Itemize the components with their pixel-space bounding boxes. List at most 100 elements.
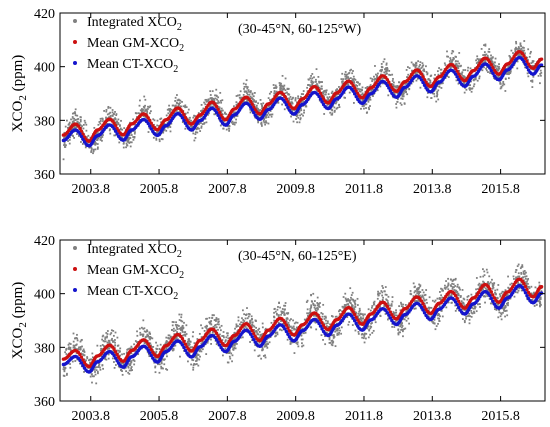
scatter-point bbox=[377, 294, 380, 297]
scatter-point bbox=[494, 61, 496, 64]
scatter-point bbox=[224, 111, 226, 114]
scatter-point bbox=[157, 357, 160, 360]
scatter-point bbox=[478, 303, 481, 305]
scatter-point bbox=[265, 121, 268, 124]
scatter-point bbox=[98, 121, 101, 123]
scatter-point bbox=[367, 91, 370, 94]
scatter-point bbox=[172, 104, 175, 107]
scatter-point bbox=[340, 332, 343, 335]
scatter-point bbox=[396, 98, 399, 101]
scatter-point bbox=[501, 84, 504, 87]
scatter-point bbox=[117, 349, 120, 352]
scatter-point bbox=[132, 136, 135, 138]
x-tick-label: 2005.8 bbox=[140, 182, 179, 197]
scatter-point bbox=[274, 332, 277, 335]
scatter-point bbox=[462, 77, 465, 79]
scatter-point bbox=[506, 314, 509, 317]
scatter-point bbox=[290, 98, 293, 101]
scatter-point bbox=[304, 105, 307, 108]
scatter-point bbox=[524, 277, 527, 280]
scatter-point bbox=[210, 343, 212, 345]
scatter-point bbox=[273, 92, 276, 95]
scatter-point bbox=[451, 288, 454, 290]
scatter-point bbox=[353, 81, 355, 83]
scatter-point bbox=[201, 348, 204, 351]
scatter-point bbox=[361, 92, 364, 95]
scatter-point bbox=[176, 335, 178, 338]
scatter-point bbox=[418, 65, 421, 68]
scatter-point bbox=[464, 76, 466, 79]
scatter-point bbox=[281, 312, 283, 315]
scatter-point bbox=[75, 126, 77, 129]
scatter-point bbox=[237, 325, 239, 328]
scatter-point bbox=[238, 323, 241, 326]
scatter-point bbox=[198, 127, 200, 130]
scatter-point bbox=[63, 144, 65, 146]
scatter-point bbox=[448, 60, 451, 63]
scatter-point bbox=[203, 330, 206, 332]
scatter-point bbox=[459, 79, 462, 82]
scatter-point bbox=[455, 63, 458, 65]
scatter-point bbox=[278, 84, 281, 87]
scatter-point bbox=[94, 143, 97, 146]
scatter-point bbox=[105, 332, 108, 334]
scatter-point bbox=[356, 87, 359, 90]
scatter-point bbox=[404, 327, 407, 330]
scatter-point bbox=[189, 125, 192, 128]
scatter-point bbox=[345, 77, 348, 80]
scatter-point bbox=[438, 306, 441, 308]
scatter-point bbox=[165, 114, 168, 117]
scatter-point bbox=[290, 329, 293, 332]
scatter-point bbox=[459, 288, 461, 291]
scatter-point bbox=[527, 75, 530, 78]
scatter-point bbox=[428, 296, 431, 299]
scatter-point bbox=[361, 105, 364, 108]
scatter-point bbox=[206, 335, 209, 338]
scatter-point bbox=[369, 96, 372, 99]
scatter-point bbox=[374, 65, 376, 67]
scatter-point bbox=[82, 123, 85, 126]
scatter-point bbox=[363, 341, 366, 344]
scatter-point bbox=[371, 78, 374, 80]
scatter-point bbox=[103, 351, 106, 354]
scatter-point bbox=[235, 101, 238, 104]
scatter-point bbox=[362, 324, 365, 327]
scatter-point bbox=[287, 323, 290, 326]
ct-mean-point bbox=[422, 83, 427, 87]
scatter-point bbox=[181, 101, 183, 103]
scatter-point bbox=[107, 353, 110, 356]
scatter-point bbox=[109, 106, 112, 109]
scatter-point bbox=[366, 111, 369, 114]
scatter-point bbox=[151, 337, 154, 340]
scatter-point bbox=[492, 286, 495, 289]
scatter-point bbox=[494, 65, 496, 68]
scatter-point bbox=[310, 300, 313, 303]
scatter-point bbox=[235, 324, 238, 327]
scatter-point bbox=[208, 105, 211, 108]
scatter-point bbox=[495, 309, 498, 311]
scatter-point bbox=[438, 67, 440, 69]
scatter-point bbox=[211, 90, 214, 93]
scatter-point bbox=[152, 118, 155, 121]
scatter-point bbox=[217, 318, 220, 321]
scatter-point bbox=[449, 57, 452, 59]
scatter-point bbox=[334, 345, 337, 348]
scatter-point bbox=[468, 322, 471, 325]
scatter-point bbox=[63, 131, 66, 134]
scatter-point bbox=[261, 346, 264, 349]
scatter-point bbox=[143, 330, 146, 333]
scatter-point bbox=[496, 74, 498, 77]
scatter-point bbox=[200, 104, 203, 106]
scatter-point bbox=[155, 138, 158, 141]
scatter-point bbox=[249, 95, 252, 98]
scatter-point bbox=[381, 291, 384, 294]
scatter-point bbox=[373, 308, 376, 311]
scatter-point bbox=[299, 114, 301, 117]
scatter-point bbox=[452, 283, 455, 286]
scatter-point bbox=[203, 101, 206, 104]
scatter-point bbox=[494, 57, 497, 60]
scatter-point bbox=[111, 115, 114, 117]
scatter-point bbox=[149, 342, 152, 345]
scatter-point bbox=[515, 42, 518, 45]
scatter-point bbox=[318, 81, 321, 84]
